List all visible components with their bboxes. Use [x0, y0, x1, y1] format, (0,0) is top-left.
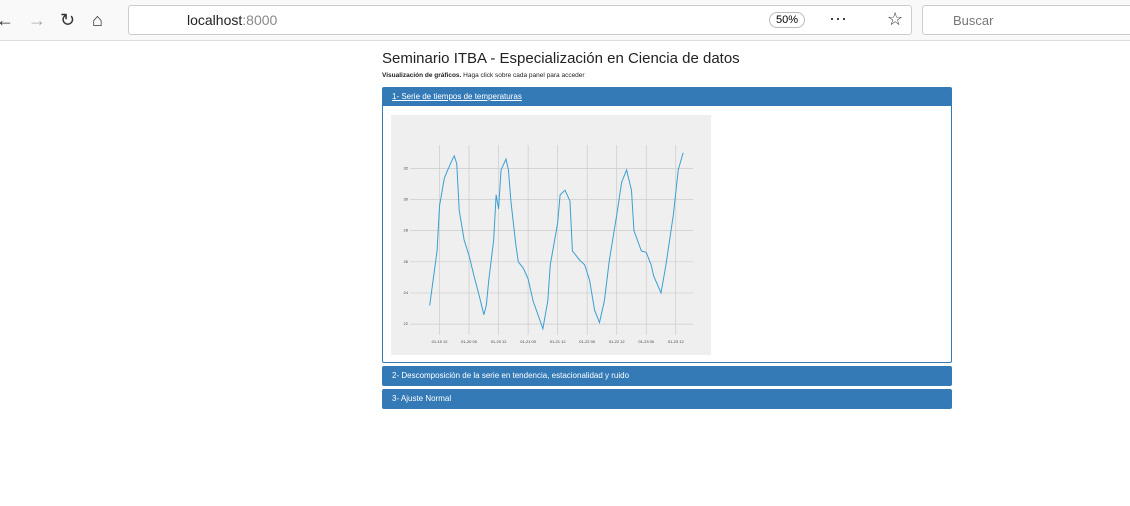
back-button[interactable]: ←: [0, 10, 14, 30]
search-placeholder: Buscar: [953, 13, 994, 28]
panel: 3- Ajuste Normal: [382, 389, 952, 409]
forward-button[interactable]: →: [28, 10, 46, 30]
y-tick-label: 24: [404, 290, 409, 295]
panel-heading[interactable]: 1- Serie de tiempos de temperaturas: [383, 88, 951, 106]
toolbar: ← → ↻ ⌂ localhost:8000 50% ⋯ ☆ Buscar: [0, 0, 1130, 41]
y-tick-label: 30: [404, 197, 409, 202]
x-tick-label: 01-19 12: [432, 339, 449, 344]
x-tick-label: 01-23 00: [638, 339, 655, 344]
menu-button[interactable]: ⋯: [829, 9, 847, 29]
reload-button[interactable]: ↻: [60, 10, 76, 30]
url-port: :8000: [242, 12, 278, 28]
home-button[interactable]: ⌂: [92, 10, 103, 30]
subtitle-bold: Visualización de gráficos.: [382, 72, 462, 79]
x-tick-label: 01-21 12: [550, 339, 567, 344]
x-tick-label: 01-23 12: [668, 339, 685, 344]
bookmark-button[interactable]: ☆: [887, 9, 904, 29]
search-box[interactable]: Buscar: [922, 5, 1130, 35]
y-tick-label: 32: [404, 165, 409, 170]
url-host: localhost: [187, 12, 243, 28]
panel-heading[interactable]: 3- Ajuste Normal: [383, 390, 951, 408]
y-tick-label: 28: [404, 228, 409, 233]
chart: 22 24 26 28 30 32 01-19 12 01-20 00 01-20 12 01-2…: [391, 115, 711, 355]
x-tick-label: 01-22 00: [579, 339, 596, 344]
zoom-indicator[interactable]: 50%: [769, 12, 806, 28]
x-tick-label: 01-22 12: [609, 339, 626, 344]
panel-title[interactable]: 1- Serie de tiempos de temperaturas: [392, 92, 522, 101]
panel: 1- Serie de tiempos de temperaturas 22 24…: [382, 87, 952, 363]
panel-heading[interactable]: 2- Descomposición de la serie en tendenc…: [383, 367, 951, 385]
subtitle-text: Haga click sobre cada panel para acceder: [463, 72, 585, 79]
x-tick-label: 01-20 00: [461, 339, 478, 344]
y-tick-label: 22: [404, 321, 409, 326]
data-line: [429, 152, 684, 331]
panel: 2- Descomposición de la serie en tendenc…: [382, 366, 952, 386]
x-tick-label: 01-21 00: [520, 339, 537, 344]
url-bar[interactable]: localhost:8000 50% ⋯ ☆: [128, 5, 912, 35]
chart-background: [391, 115, 711, 355]
page-title: Seminario ITBA - Especialización en Cien…: [382, 50, 740, 67]
y-tick-label: 26: [404, 259, 409, 264]
url-text: localhost:8000: [187, 12, 277, 28]
subtitle: Visualización de gráficos. Haga click so…: [382, 72, 585, 79]
x-tick-label: 01-20 12: [491, 339, 508, 344]
